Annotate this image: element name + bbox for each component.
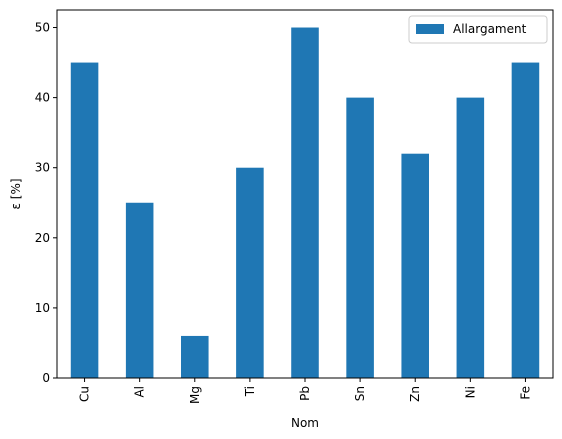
y-tick-label: 50	[35, 21, 50, 35]
bars-group	[70, 27, 540, 379]
y-tick-label: 0	[42, 371, 50, 385]
y-tick-label: 40	[35, 91, 50, 105]
legend: Allargament	[408, 15, 548, 44]
x-tick-label: Ti	[243, 386, 257, 397]
bar-zn	[401, 153, 429, 378]
x-tick-label: Cu	[78, 386, 92, 402]
bar-ni	[456, 97, 485, 379]
bar-mg	[181, 335, 209, 378]
bar-pb	[291, 27, 319, 379]
x-tick-label: Al	[133, 386, 147, 398]
y-tick-label: 20	[35, 231, 50, 245]
y-axis: 0 10 20 30 40 50	[35, 21, 57, 385]
bar-al	[125, 202, 154, 378]
x-tick-label: Ni	[463, 386, 477, 398]
y-axis-label: ε [%]	[9, 178, 23, 209]
y-tick-label: 30	[35, 161, 50, 175]
legend-swatch	[416, 24, 444, 34]
bar-ti	[236, 167, 264, 378]
x-tick-label: Sn	[353, 386, 367, 401]
x-axis-label: Nom	[291, 416, 319, 430]
bar-cu	[70, 62, 99, 378]
y-tick-label: 10	[35, 301, 50, 315]
legend-label: Allargament	[453, 22, 527, 36]
x-tick-label: Zn	[408, 386, 422, 402]
x-tick-label: Fe	[518, 386, 532, 400]
legend-box	[408, 15, 548, 44]
x-axis: Cu Al Mg Ti Pb Sn Zn Ni Fe	[78, 378, 532, 404]
bar-fe	[511, 62, 540, 378]
bar-sn	[346, 97, 374, 379]
x-tick-label: Mg	[188, 386, 202, 404]
x-tick-label: Pb	[298, 386, 312, 401]
